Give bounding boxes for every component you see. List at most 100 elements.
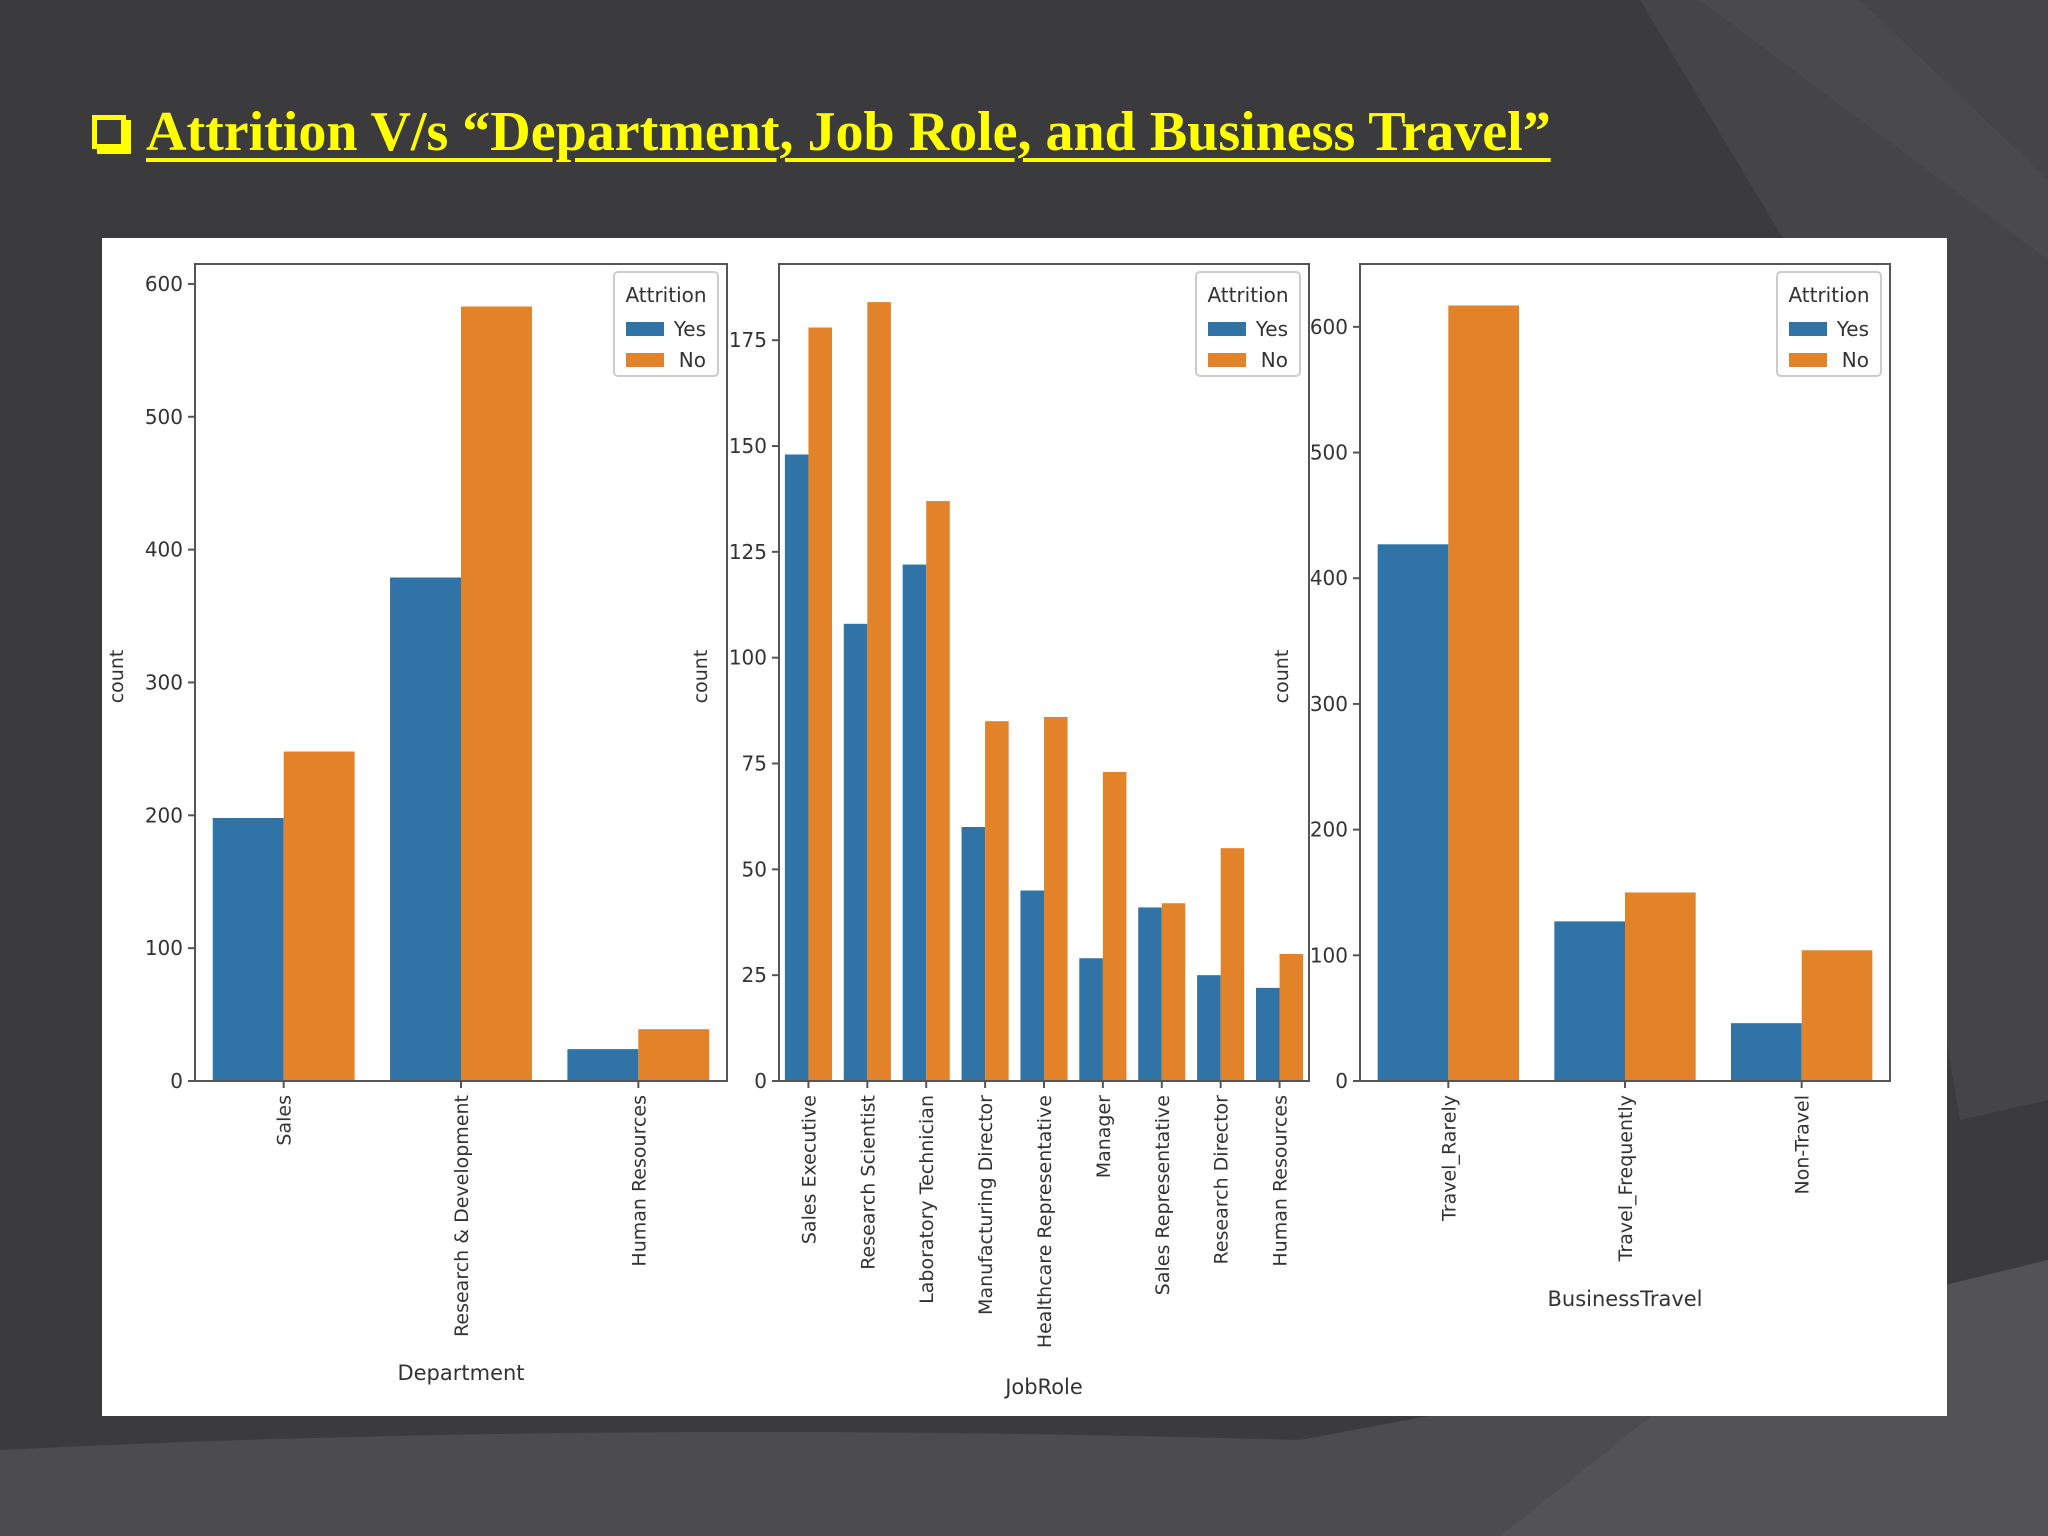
x-axis-label: Department (397, 1361, 524, 1385)
legend-title: Attrition (1788, 283, 1869, 307)
bar-no-9 (1279, 954, 1304, 1081)
bar-yes-9 (1256, 987, 1280, 1081)
y-tick-label: 25 (742, 963, 767, 987)
x-tick-label: Human Resources (1270, 1095, 1292, 1267)
slide-title: Attrition V/s “Department, Job Role, and… (92, 100, 1551, 164)
bar-yes-1 (784, 454, 809, 1081)
legend: Attrition Yes No (1195, 271, 1301, 377)
y-tick-label: 400 (1310, 566, 1348, 590)
legend-swatch-yes (1208, 322, 1246, 336)
y-tick-label: 500 (1310, 441, 1348, 465)
legend-title: Attrition (1207, 283, 1288, 307)
legend-swatch-no (1789, 353, 1827, 367)
bar-no-2 (1625, 892, 1696, 1081)
y-tick-label: 400 (145, 538, 183, 562)
legend-swatch-yes (1789, 322, 1827, 336)
bar-no-6 (1102, 771, 1127, 1081)
y-axis-label: count (106, 650, 128, 704)
y-tick-label: 600 (1310, 315, 1348, 339)
y-axis-label: count (1271, 650, 1293, 704)
x-tick-label: Manager (1093, 1095, 1115, 1178)
bar-yes-5 (1020, 890, 1044, 1081)
y-tick-label: 300 (145, 670, 183, 694)
bar-yes-1 (1377, 544, 1449, 1081)
background-shape (0, 1300, 2048, 1536)
bar-no-2 (461, 306, 532, 1081)
legend: Attrition Yes No (1776, 271, 1882, 377)
x-axis-label: JobRole (1003, 1375, 1083, 1399)
x-tick-label: Healthcare Representative (1034, 1095, 1056, 1348)
x-tick-label: Research Scientist (857, 1095, 879, 1270)
legend: Attrition Yes No (613, 271, 719, 377)
legend-label-no: No (1261, 348, 1288, 372)
chart-1: 0 100 200 300 400 500 600 Sales Research & Devel… (106, 263, 728, 1385)
bar-yes-3 (567, 1049, 639, 1081)
bar-no-7 (1161, 903, 1186, 1081)
bar-no-3 (1801, 950, 1873, 1081)
y-tick-label: 600 (145, 272, 183, 296)
x-tick-label: Research & Development (451, 1095, 473, 1337)
x-tick-label: Sales Representative (1152, 1095, 1174, 1295)
slide-title-text: Attrition V/s “Department, Job Role, and… (146, 101, 1551, 163)
x-tick-label: Non-Travel (1792, 1095, 1814, 1194)
figure-panel: 0 100 200 300 400 500 600 Sales Research & Devel… (102, 238, 1947, 1416)
legend-box (613, 271, 719, 377)
y-tick-label: 75 (742, 752, 767, 776)
bar-yes-8 (1197, 975, 1221, 1081)
bar-yes-1 (212, 817, 284, 1081)
legend-title: Attrition (625, 283, 706, 307)
x-axis-label: BusinessTravel (1547, 1287, 1702, 1311)
y-tick-label: 100 (729, 646, 767, 670)
y-tick-label: 175 (729, 328, 767, 352)
x-tick-label: Travel_Rarely (1438, 1095, 1460, 1222)
chart-3: 0 100 200 300 400 500 600 Travel_Rarely Travel_F… (1271, 263, 1891, 1311)
y-tick-label: 150 (729, 434, 767, 458)
y-tick-label: 0 (170, 1069, 183, 1093)
y-tick-label: 200 (1310, 818, 1348, 842)
y-tick-label: 125 (729, 540, 767, 564)
y-tick-label: 300 (1310, 692, 1348, 716)
bar-yes-2 (390, 577, 461, 1081)
bar-no-2 (867, 302, 891, 1081)
y-tick-label: 100 (1310, 943, 1348, 967)
bar-yes-2 (843, 623, 868, 1081)
x-tick-label: Laboratory Technician (916, 1095, 938, 1304)
x-tick-label: Manufacturing Director (975, 1095, 997, 1315)
legend-box (1776, 271, 1882, 377)
bar-no-5 (1044, 716, 1068, 1081)
bar-no-1 (1448, 305, 1519, 1081)
bar-yes-6 (1079, 958, 1103, 1081)
y-tick-label: 0 (1335, 1069, 1348, 1093)
legend-label-yes: Yes (1255, 317, 1288, 341)
checkbox-bullet-icon (92, 115, 126, 149)
bar-no-1 (808, 327, 832, 1081)
x-tick-label: Sales Executive (798, 1095, 820, 1244)
legend-swatch-no (626, 353, 664, 367)
legend-label-no: No (1842, 348, 1869, 372)
x-tick-label: Research Director (1211, 1095, 1233, 1265)
x-tick-label: Sales (274, 1095, 296, 1146)
y-axis-label: count (690, 650, 712, 704)
legend-label-yes: Yes (1836, 317, 1869, 341)
y-tick-label: 500 (145, 405, 183, 429)
y-tick-label: 100 (145, 936, 183, 960)
y-tick-label: 200 (145, 803, 183, 827)
legend-box (1195, 271, 1301, 377)
bar-no-1 (283, 751, 355, 1081)
background-shape (1700, 0, 2048, 260)
chart-2: 0 25 50 75 100 125 150 175 Sales Executive Resear… (690, 263, 1310, 1399)
bar-no-4 (985, 721, 1009, 1081)
bar-no-3 (638, 1029, 710, 1081)
legend-swatch-no (1208, 353, 1246, 367)
bar-no-3 (926, 501, 950, 1081)
bar-yes-4 (961, 827, 986, 1081)
y-tick-label: 0 (754, 1069, 767, 1093)
x-tick-label: Human Resources (628, 1095, 650, 1267)
y-tick-label: 50 (742, 857, 767, 881)
bar-yes-3 (902, 564, 927, 1081)
bar-no-8 (1220, 848, 1245, 1081)
legend-label-yes: Yes (673, 317, 706, 341)
bar-yes-3 (1731, 1023, 1802, 1081)
bar-yes-2 (1554, 921, 1625, 1081)
